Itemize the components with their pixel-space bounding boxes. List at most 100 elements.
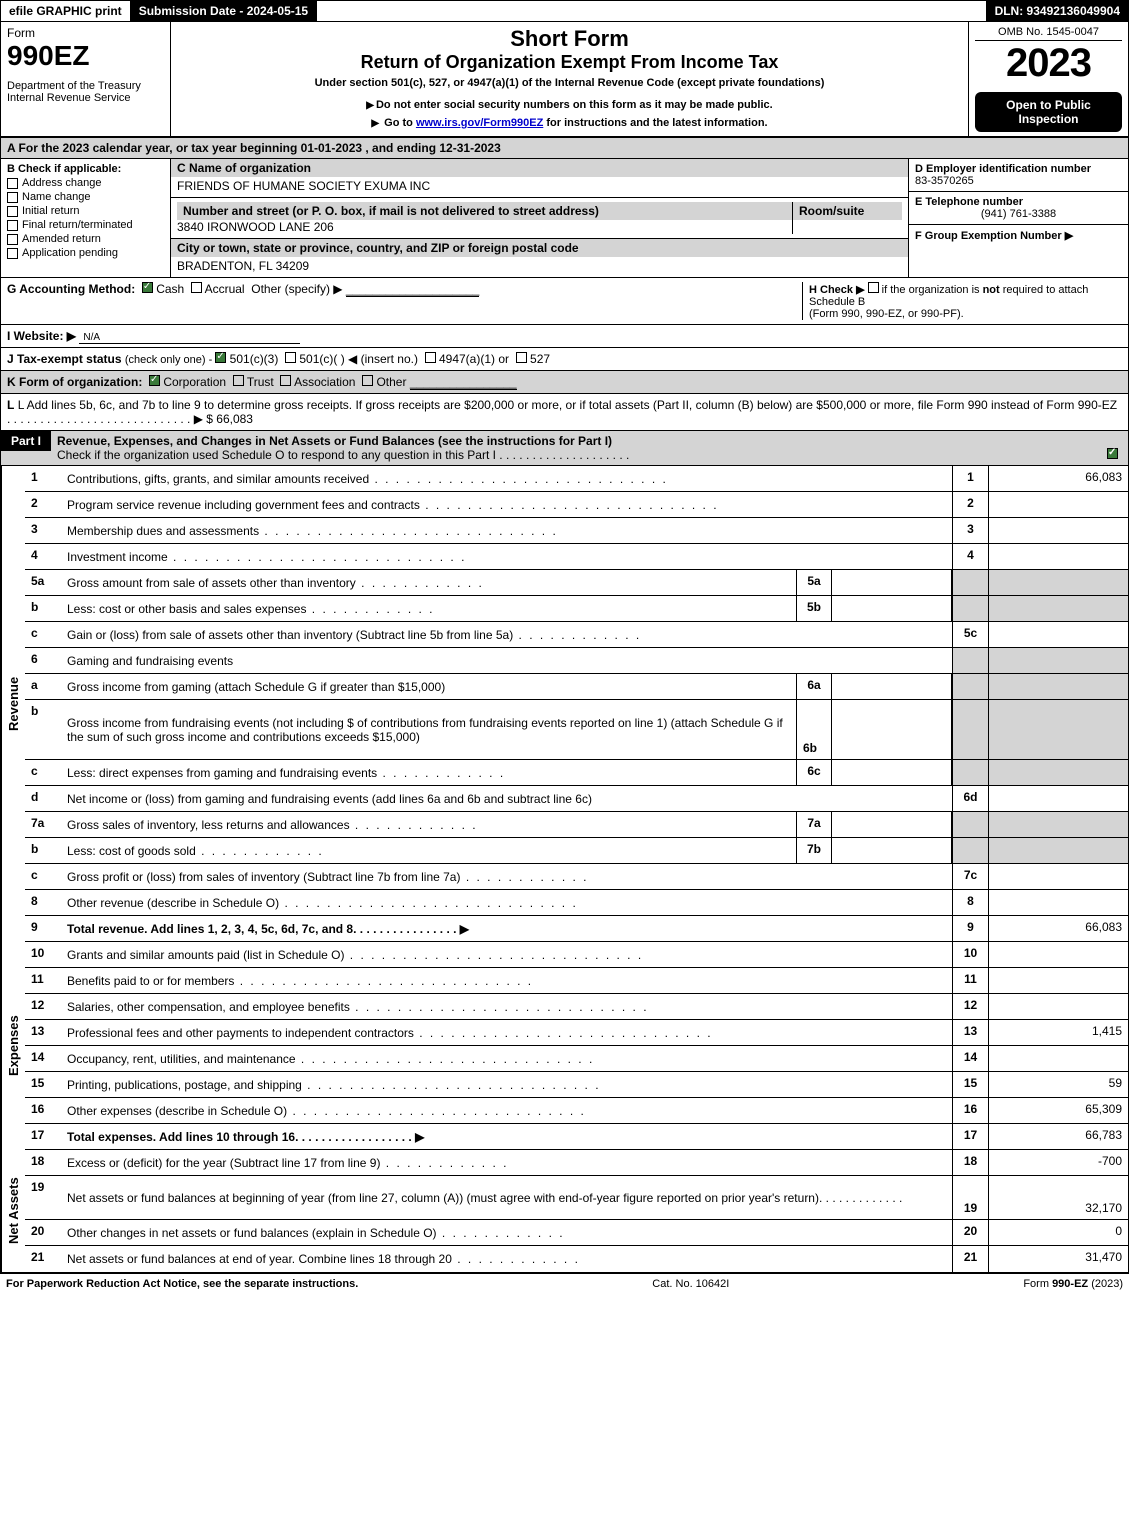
line-11-num: 11	[25, 968, 61, 993]
cb-name-change-label: Name change	[22, 191, 91, 203]
line-6c-rn	[952, 760, 988, 785]
cb-cash-label: Cash	[156, 282, 184, 296]
cb-application-pending[interactable]: Application pending	[7, 247, 164, 259]
line-12-label: Salaries, other compensation, and employ…	[61, 994, 952, 1019]
line-7a-rn	[952, 812, 988, 837]
opt-4947: 4947(a)(1) or	[439, 352, 509, 366]
topbar-spacer	[317, 1, 986, 21]
line-5c-num: c	[25, 622, 61, 647]
line-10-rn: 10	[952, 942, 988, 967]
form-of-org-label: K Form of organization:	[7, 375, 142, 389]
cb-4947[interactable]	[425, 352, 436, 363]
dept-treasury: Department of the Treasury	[7, 80, 164, 92]
line-1-label: Contributions, gifts, grants, and simila…	[61, 466, 952, 491]
street-value: 3840 IRONWOOD LANE 206	[177, 220, 334, 234]
line-5c-rv	[988, 622, 1128, 647]
expenses-section: Expenses 10 Grants and similar amounts p…	[0, 942, 1129, 1150]
line-7a-num: 7a	[25, 812, 61, 837]
line-20-num: 20	[25, 1220, 61, 1245]
line-1: 1 Contributions, gifts, grants, and simi…	[25, 466, 1128, 492]
cb-schedule-b[interactable]	[868, 282, 879, 293]
line-7c-num: c	[25, 864, 61, 889]
line-6a-rv	[988, 674, 1128, 699]
line-16-rn: 16	[952, 1098, 988, 1123]
omb-number: OMB No. 1545-0047	[975, 26, 1122, 41]
line-3-rv	[988, 518, 1128, 543]
cb-association[interactable]	[280, 375, 291, 386]
cb-final-return[interactable]: Final return/terminated	[7, 219, 164, 231]
cb-amended-return[interactable]: Amended return	[7, 233, 164, 245]
expenses-side-label: Expenses	[1, 942, 25, 1150]
org-name: FRIENDS OF HUMANE SOCIETY EXUMA INC	[177, 179, 430, 193]
goto-pre: Go to	[384, 117, 416, 129]
line-15-rv: 59	[988, 1072, 1128, 1097]
line-5c-label: Gain or (loss) from sale of assets other…	[61, 622, 952, 647]
line-5a-mn: 5a	[796, 570, 832, 595]
line-6b-label: Gross income from fundraising events (no…	[61, 700, 796, 759]
line-4-label: Investment income	[61, 544, 952, 569]
cb-cash[interactable]	[142, 282, 153, 293]
cb-amended-return-label: Amended return	[22, 233, 101, 245]
line-9-rv: 66,083	[988, 916, 1128, 941]
goto-row: Go to www.irs.gov/Form990EZ for instruct…	[175, 117, 964, 129]
cb-address-change[interactable]: Address change	[7, 177, 164, 189]
cb-name-change[interactable]: Name change	[7, 191, 164, 203]
line-6b-num: b	[25, 700, 61, 759]
line-6-rn	[952, 648, 988, 673]
form-word: Form	[7, 26, 164, 40]
group-exemption-row: F Group Exemption Number ▶	[909, 225, 1128, 246]
cb-corporation[interactable]	[149, 375, 160, 386]
line-8-rn: 8	[952, 890, 988, 915]
line-6b-mv	[832, 700, 952, 759]
line-12: 12 Salaries, other compensation, and emp…	[25, 994, 1128, 1020]
line-16: 16 Other expenses (describe in Schedule …	[25, 1098, 1128, 1124]
cb-accrual[interactable]	[191, 282, 202, 293]
goto-post: for instructions and the latest informat…	[546, 117, 767, 129]
under-section: Under section 501(c), 527, or 4947(a)(1)…	[175, 77, 964, 89]
line-5a-rv	[988, 570, 1128, 595]
form-number: 990EZ	[7, 40, 164, 72]
line-13-rv: 1,415	[988, 1020, 1128, 1045]
cb-501c3[interactable]	[215, 352, 226, 363]
line-7a-rv	[988, 812, 1128, 837]
cb-schedule-o[interactable]	[1107, 448, 1118, 459]
line-20-rv: 0	[988, 1220, 1128, 1245]
line-6c-label: Less: direct expenses from gaming and fu…	[61, 760, 796, 785]
line-19-rv: 32,170	[988, 1176, 1128, 1219]
line-20: 20 Other changes in net assets or fund b…	[25, 1220, 1128, 1246]
line-7b-label: Less: cost of goods sold	[61, 838, 796, 863]
revenue-side-label: Revenue	[1, 466, 25, 942]
line-7a: 7a Gross sales of inventory, less return…	[25, 812, 1128, 838]
line-6a: a Gross income from gaming (attach Sched…	[25, 674, 1128, 700]
line-7a-mn: 7a	[796, 812, 832, 837]
revenue-lines: 1 Contributions, gifts, grants, and simi…	[25, 466, 1128, 942]
street-row: Number and street (or P. O. box, if mail…	[171, 198, 908, 239]
line-6a-label: Gross income from gaming (attach Schedul…	[61, 674, 796, 699]
line-14-num: 14	[25, 1046, 61, 1071]
line-4: 4 Investment income 4	[25, 544, 1128, 570]
irs-label: Internal Revenue Service	[7, 92, 164, 104]
line-13-rn: 13	[952, 1020, 988, 1045]
cb-501c[interactable]	[285, 352, 296, 363]
city-row: City or town, state or province, country…	[171, 239, 908, 277]
form-title: Short Form	[175, 26, 964, 52]
row-l-dots: . . . . . . . . . . . . . . . . . . . . …	[7, 412, 216, 426]
cb-trust[interactable]	[233, 375, 244, 386]
goto-link[interactable]: www.irs.gov/Form990EZ	[416, 117, 543, 129]
line-7b: b Less: cost of goods sold 7b	[25, 838, 1128, 864]
line-7b-rn	[952, 838, 988, 863]
row-j: J Tax-exempt status (check only one) - 5…	[0, 348, 1129, 371]
line-17-label: Total expenses. Add lines 10 through 16 …	[61, 1124, 952, 1149]
cb-initial-return-label: Initial return	[22, 205, 79, 217]
submission-date: Submission Date - 2024-05-15	[131, 1, 317, 21]
page-footer: For Paperwork Reduction Act Notice, see …	[0, 1273, 1129, 1294]
cb-527[interactable]	[516, 352, 527, 363]
cb-initial-return[interactable]: Initial return	[7, 205, 164, 217]
line-6c: c Less: direct expenses from gaming and …	[25, 760, 1128, 786]
line-11-label: Benefits paid to or for members	[61, 968, 952, 993]
line-6c-rv	[988, 760, 1128, 785]
cb-final-return-label: Final return/terminated	[22, 219, 133, 231]
row-h-text3: (Form 990, 990-EZ, or 990-PF).	[809, 308, 964, 320]
cb-other-org[interactable]	[362, 375, 373, 386]
website-label: I Website: ▶	[7, 329, 76, 343]
